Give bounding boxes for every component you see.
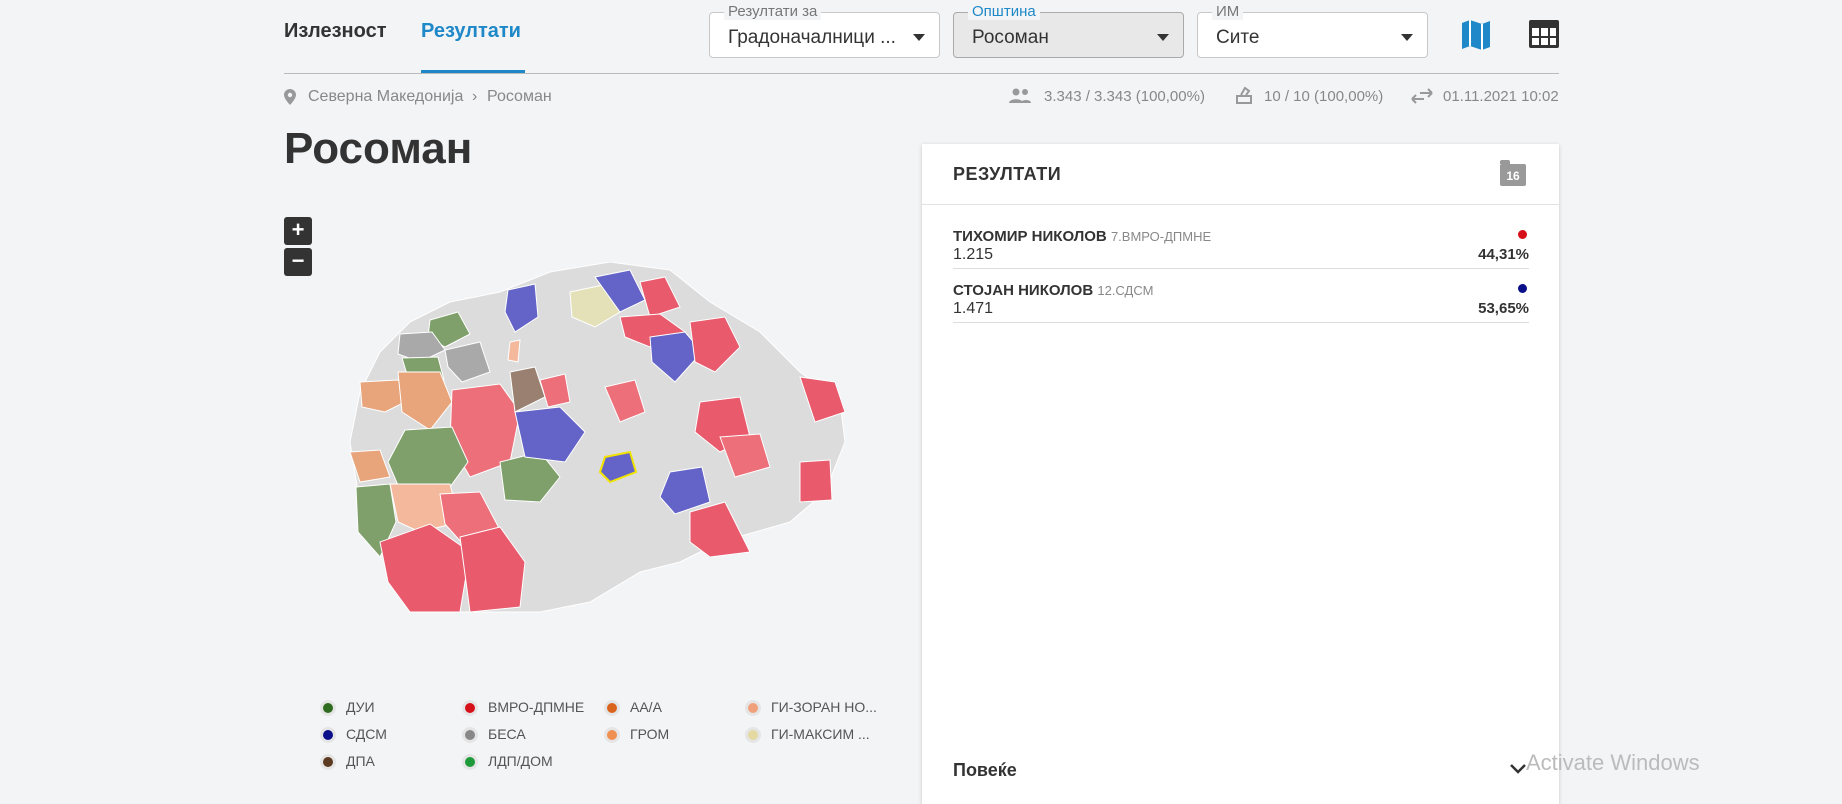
legend-label: СДСМ xyxy=(346,726,387,742)
breadcrumb-country[interactable]: Северна Македонија xyxy=(308,88,464,105)
map-region xyxy=(397,371,453,431)
municipality-select[interactable]: Општина Росоман xyxy=(953,3,1184,58)
breadcrumb-separator: › xyxy=(472,88,478,105)
page-title: Росоман xyxy=(284,124,473,173)
legend-color-dot xyxy=(604,700,620,716)
candidate-votes: 1.471 xyxy=(953,300,994,317)
legend-label: ДУИ xyxy=(346,699,375,715)
results-panel: РЕЗУЛТАТИ 16 ТИХОМИР НИКОЛОВ 7.ВМРО-ДПМН… xyxy=(922,144,1559,804)
legend-label: ГРОМ xyxy=(630,726,670,742)
legend-color-dot xyxy=(320,727,336,743)
candidate-percent: 53,65% xyxy=(1478,300,1529,317)
municipality-value: Росоман xyxy=(972,27,1049,48)
legend-color-dot xyxy=(320,700,336,716)
zoom-out-button[interactable]: − xyxy=(284,248,312,276)
map-region xyxy=(514,406,586,463)
voters-stat: 3.343 / 3.343 (100,00%) xyxy=(1044,88,1205,105)
legend-color-dot xyxy=(745,727,761,743)
tab-results[interactable]: Резултати xyxy=(421,20,521,42)
legend-label: ДПА xyxy=(346,753,375,769)
map-region xyxy=(689,501,751,558)
candidate-votes: 1.215 xyxy=(953,246,994,263)
municipality-map[interactable] xyxy=(340,262,850,624)
legend-color-dot xyxy=(462,754,478,770)
candidate-row[interactable]: СТОЈАН НИКОЛОВ 12.СДСМ 1.471 53,65% xyxy=(953,280,1529,323)
last-updated: 01.11.2021 10:02 xyxy=(1443,88,1559,105)
legend-label: АА/А xyxy=(630,699,662,715)
legend-color-dot xyxy=(745,700,761,716)
results-for-value: Градоначалници ... xyxy=(728,27,896,48)
map-region xyxy=(459,526,526,613)
map-region-highlighted xyxy=(598,450,638,484)
polling-stations-stat: 10 / 10 (100,00%) xyxy=(1264,88,1384,105)
candidate-party: 7.ВМРО-ДПМНЕ xyxy=(1110,229,1212,244)
results-for-select[interactable]: Резултати за Градоначалници ... xyxy=(709,3,940,58)
zoom-in-button[interactable]: + xyxy=(284,217,312,245)
legend-label: БЕСА xyxy=(488,726,526,742)
legend-color-dot xyxy=(462,700,478,716)
active-tab-indicator xyxy=(421,70,525,73)
tab-turnout[interactable]: Излезност xyxy=(284,20,387,42)
legend-color-dot xyxy=(320,754,336,770)
map-region xyxy=(444,341,491,383)
update-arrows-icon xyxy=(1411,88,1433,104)
map-region xyxy=(379,523,471,613)
legend-label: ЛДП/ДОМ xyxy=(488,753,553,769)
map-region xyxy=(719,433,771,478)
name-value: Сите xyxy=(1216,27,1260,48)
name-label: ИМ xyxy=(1212,3,1244,20)
map-region xyxy=(649,331,703,383)
candidate-row[interactable]: ТИХОМИР НИКОЛОВ 7.ВМРО-ДПМНЕ 1.215 44,31… xyxy=(953,226,1529,269)
map-region xyxy=(507,339,521,363)
municipality-label: Општина xyxy=(968,3,1040,20)
results-for-label: Резултати за xyxy=(724,3,822,20)
map-region xyxy=(639,276,681,318)
chevron-down-icon xyxy=(1401,34,1413,41)
chevron-down-icon xyxy=(1157,34,1169,41)
party-color-dot xyxy=(1518,230,1527,239)
candidate-name: СТОЈАН НИКОЛОВ 12.СДСМ xyxy=(953,282,1154,299)
legend-color-dot xyxy=(462,727,478,743)
candidate-name: ТИХОМИР НИКОЛОВ 7.ВМРО-ДПМНЕ xyxy=(953,228,1212,245)
legend-label: ГИ-МАКСИМ ... xyxy=(771,726,870,742)
map-region xyxy=(504,283,539,333)
panel-divider xyxy=(922,204,1559,205)
calendar-icon: 16 xyxy=(1500,160,1526,186)
map-region xyxy=(799,459,833,503)
name-select[interactable]: ИМ Сите xyxy=(1197,3,1428,58)
legend-label: ВМРО-ДПМНЕ xyxy=(488,699,585,715)
map-view-icon[interactable] xyxy=(1460,18,1492,52)
map-region xyxy=(349,449,391,483)
people-icon xyxy=(1009,88,1031,103)
map-region xyxy=(539,373,571,408)
candidate-percent: 44,31% xyxy=(1478,246,1529,263)
map-region xyxy=(799,376,846,423)
map-region xyxy=(689,316,741,373)
more-button[interactable]: Повеќе xyxy=(953,760,1017,780)
ballot-box-icon xyxy=(1236,86,1252,104)
results-panel-title: РЕЗУЛТАТИ xyxy=(953,164,1062,184)
header-divider xyxy=(284,73,1559,74)
map-region xyxy=(397,331,446,363)
table-view-icon[interactable] xyxy=(1528,18,1560,50)
activate-windows-watermark: Activate Windows xyxy=(1526,750,1700,775)
map-region xyxy=(659,466,711,515)
chevron-down-icon[interactable] xyxy=(1510,764,1526,774)
party-color-dot xyxy=(1518,284,1527,293)
candidate-party: 12.СДСМ xyxy=(1097,283,1154,298)
breadcrumb-place: Росоман xyxy=(487,88,552,105)
chevron-down-icon xyxy=(913,34,925,41)
legend-color-dot xyxy=(604,727,620,743)
map-region xyxy=(604,379,646,423)
location-pin-icon xyxy=(284,89,296,105)
legend-label: ГИ-ЗОРАН НО... xyxy=(771,699,877,715)
